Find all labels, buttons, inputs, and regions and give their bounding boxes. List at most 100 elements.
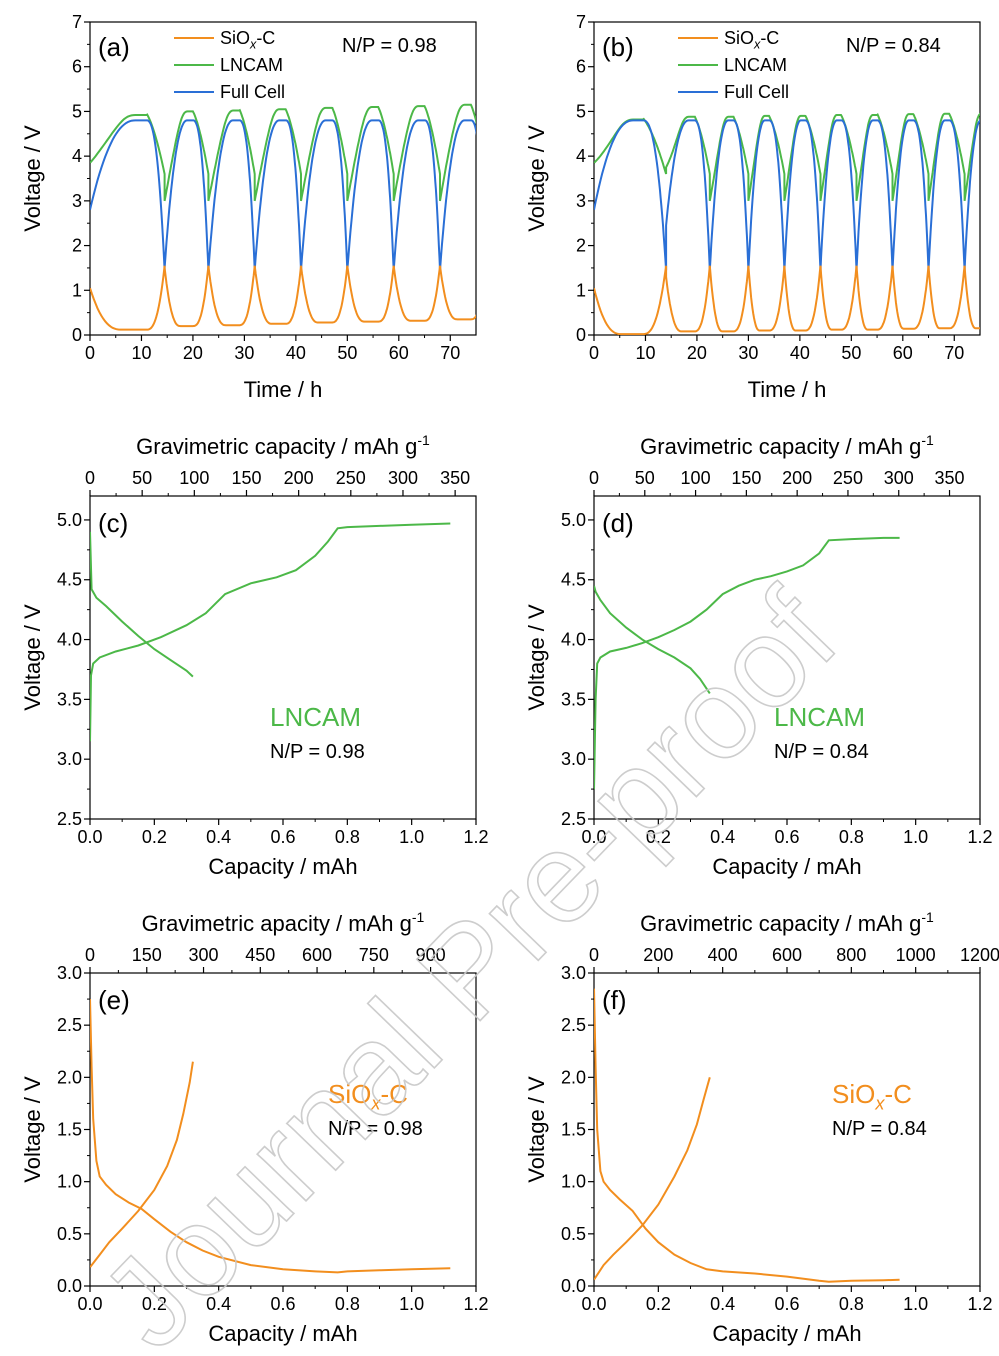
plot-frame xyxy=(89,495,477,820)
y-tick-label: 2 xyxy=(72,236,82,256)
np-annotation: N/P = 0.98 xyxy=(342,35,437,57)
series-line-siox-c xyxy=(90,265,476,331)
x2-tick-label: 50 xyxy=(132,468,152,488)
panel-b: 0 10 20 30 40 50 60 70 0 1 2 3 4 5 6 7 Time / h Voltage /… xyxy=(524,12,981,402)
x-tick-label: 0.8 xyxy=(335,827,360,847)
y-tick-label: 0.0 xyxy=(57,1276,82,1296)
panel-label: (f) xyxy=(602,985,627,1015)
x-tick-label: 1.2 xyxy=(463,827,488,847)
x2-tick-label: 750 xyxy=(359,945,389,965)
x2-tick-label: 800 xyxy=(836,945,866,965)
legend-label: SiOx-C xyxy=(724,28,779,52)
series-line-full-cell xyxy=(90,119,476,271)
panel-e: 0.0 0.2 0.4 0.6 0.8 1.0 1.2 0.0 0.5 1.0 1.5 2.0 2.5 3… xyxy=(20,909,489,1346)
y-tick-label: 4.0 xyxy=(561,630,586,650)
x2-tick-label: 300 xyxy=(388,468,418,488)
x-tick-label: 0.0 xyxy=(581,827,606,847)
x-tick-label: 50 xyxy=(841,343,861,363)
panel-label: (a) xyxy=(98,32,130,62)
x-tick-label: 70 xyxy=(944,343,964,363)
x-tick-label: 10 xyxy=(131,343,151,363)
x-tick-label: 50 xyxy=(337,343,357,363)
x2-tick-label: 100 xyxy=(179,468,209,488)
y-tick-label: 0 xyxy=(576,325,586,345)
x2-tick-label: 150 xyxy=(731,468,761,488)
x2-tick-label: 0 xyxy=(85,468,95,488)
curve-charge xyxy=(90,522,451,742)
x-tick-label: 1.0 xyxy=(399,1294,424,1314)
x-tick-label: 30 xyxy=(234,343,254,363)
x2-tick-label: 0 xyxy=(589,468,599,488)
x-tick-label: 0.6 xyxy=(774,827,799,847)
y-tick-label: 4 xyxy=(576,146,586,166)
plot-frame xyxy=(593,495,981,820)
legend-label: Full Cell xyxy=(724,82,789,102)
x-tick-label: 0.6 xyxy=(270,827,295,847)
y-tick-label: 2.0 xyxy=(57,1067,82,1087)
y-tick-label: 1.5 xyxy=(561,1120,586,1140)
material-label: SiOx-C xyxy=(328,1079,408,1114)
y-tick-label: 2.5 xyxy=(57,1015,82,1035)
y-tick-label: 3.0 xyxy=(561,963,586,983)
y-tick-label: 1.0 xyxy=(57,1172,82,1192)
x2-tick-label: 1000 xyxy=(896,945,936,965)
series-line-lncam xyxy=(90,103,476,202)
panel-c: 0.0 0.2 0.4 0.6 0.8 1.0 1.2 2.5 3.0 3.5 4.0 4.5 5.0 C… xyxy=(20,432,489,879)
y-tick-label: 1.5 xyxy=(57,1120,82,1140)
panel-f: 0.0 0.2 0.4 0.6 0.8 1.0 1.2 0.0 0.5 1.0 1.5 2.0 2.5 3… xyxy=(524,909,999,1346)
x-axis-title: Time / h xyxy=(244,377,323,402)
curve-lithiation xyxy=(594,988,900,1283)
np-annotation: N/P = 0.84 xyxy=(846,35,941,57)
x-tick-label: 0.2 xyxy=(142,827,167,847)
x-tick-label: 40 xyxy=(790,343,810,363)
x2-axis-title: Gravimetric capacity / mAh g-1 xyxy=(136,432,430,459)
x-tick-label: 30 xyxy=(738,343,758,363)
x-tick-label: 60 xyxy=(389,343,409,363)
y-axis-title: Voltage / V xyxy=(524,125,549,232)
y-tick-label: 7 xyxy=(72,12,82,32)
x-tick-label: 0.2 xyxy=(646,1294,671,1314)
curve-discharge xyxy=(90,531,194,678)
y-tick-label: 0.5 xyxy=(561,1224,586,1244)
x-tick-label: 0.4 xyxy=(710,827,735,847)
y-tick-label: 1 xyxy=(72,280,82,300)
y-tick-label: 3 xyxy=(72,191,82,211)
x2-axis-title: Gravimetric apacity / mAh g-1 xyxy=(142,909,425,936)
x2-tick-label: 600 xyxy=(772,945,802,965)
x-tick-label: 1.2 xyxy=(967,827,992,847)
y-tick-label: 2.5 xyxy=(57,809,82,829)
x2-tick-label: 0 xyxy=(85,945,95,965)
x-tick-label: 20 xyxy=(687,343,707,363)
x2-tick-label: 0 xyxy=(589,945,599,965)
x2-tick-label: 150 xyxy=(132,945,162,965)
plot-area xyxy=(90,103,476,331)
x-tick-label: 60 xyxy=(893,343,913,363)
x2-tick-label: 50 xyxy=(635,468,655,488)
x-tick-label: 1.2 xyxy=(463,1294,488,1314)
curve-charge xyxy=(594,536,900,790)
curve-discharge xyxy=(594,585,711,694)
y-tick-label: 4 xyxy=(72,146,82,166)
x-tick-label: 0.6 xyxy=(270,1294,295,1314)
x-tick-label: 20 xyxy=(183,343,203,363)
x-tick-label: 0 xyxy=(85,343,95,363)
x2-tick-label: 450 xyxy=(245,945,275,965)
np-annotation: N/P = 0.84 xyxy=(774,741,869,763)
y-tick-label: 0 xyxy=(72,325,82,345)
x-tick-label: 0.4 xyxy=(206,827,231,847)
x-axis-title: Capacity / mAh xyxy=(712,1321,861,1346)
x2-tick-label: 600 xyxy=(302,945,332,965)
y-axis-title: Voltage / V xyxy=(20,604,45,711)
x-axis-title: Time / h xyxy=(748,377,827,402)
y-axis-title: Voltage / V xyxy=(524,604,549,711)
x-tick-label: 0.0 xyxy=(77,827,102,847)
legend-label: LNCAM xyxy=(724,55,787,75)
plot-area xyxy=(90,522,451,742)
x-axis-title: Capacity / mAh xyxy=(712,854,861,879)
legend-label: LNCAM xyxy=(220,55,283,75)
y-tick-label: 2.0 xyxy=(561,1067,586,1087)
y-tick-label: 5 xyxy=(72,101,82,121)
y-tick-label: 5.0 xyxy=(561,510,586,530)
y-tick-label: 0.5 xyxy=(57,1224,82,1244)
x2-tick-label: 150 xyxy=(231,468,261,488)
